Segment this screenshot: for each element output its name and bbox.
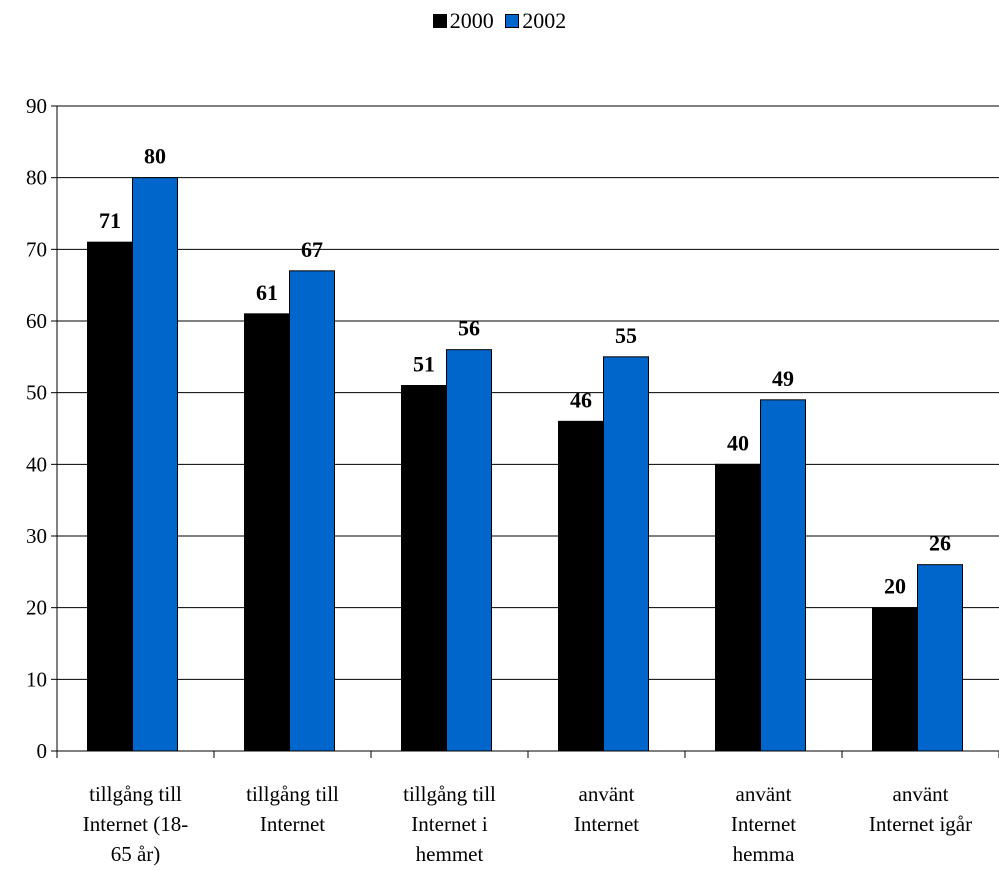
data-label-2002: 67: [301, 237, 323, 262]
x-category-label: använt Internet hemma: [731, 782, 796, 866]
data-label-2002: 55: [615, 323, 637, 348]
y-tick-label: 70: [26, 237, 47, 261]
data-label-2002: 49: [772, 366, 794, 391]
y-tick-label: 30: [26, 524, 47, 548]
legend: 2000 2002: [0, 8, 999, 34]
x-category-label-line: använt: [893, 782, 949, 806]
x-category-label: använt Internet: [574, 782, 639, 836]
bar-2000: [401, 385, 447, 752]
x-category-label-line: 65 år): [111, 842, 161, 866]
data-label-2002: 26: [929, 531, 951, 556]
x-category-label-line: Internet i: [411, 812, 488, 836]
data-label-2000: 61: [256, 280, 278, 305]
x-category-label-line: tillgång till: [89, 782, 182, 806]
bar-2002: [760, 399, 806, 752]
legend-label-2000: 2000: [449, 8, 494, 33]
bar-2002: [132, 177, 178, 752]
bar-2002: [446, 349, 492, 752]
y-tick-label: 0: [37, 739, 48, 763]
bar-2000: [87, 241, 133, 752]
x-category-label-line: Internet (18-: [83, 812, 189, 836]
legend-item-2002: 2002: [505, 8, 566, 34]
legend-item-2000: 2000: [432, 8, 494, 34]
y-tick-label: 80: [26, 166, 47, 190]
legend-swatch-2000: [432, 14, 447, 28]
data-label-2002: 80: [144, 144, 166, 169]
bar-2000: [872, 607, 918, 752]
x-category-label: tillgång till Internet (18- 65 år): [83, 782, 189, 866]
y-tick-label: 10: [26, 667, 47, 691]
x-category-label-line: hemmet: [416, 842, 484, 866]
y-tick-label: 60: [26, 309, 47, 333]
data-label-2000: 46: [570, 387, 592, 412]
x-category-label-line: tillgång till: [403, 782, 496, 806]
data-label-2000: 51: [413, 352, 435, 377]
bar-2002: [289, 270, 335, 752]
bar-2000: [558, 420, 604, 752]
x-category-label-line: tillgång till: [246, 782, 339, 806]
x-category-label-line: Internet igår: [869, 812, 972, 836]
x-category-label: tillgång till Internet: [246, 782, 339, 836]
bar-2000: [715, 463, 761, 752]
bar-2000: [244, 313, 290, 752]
data-label-2000: 71: [99, 208, 121, 233]
data-label-2000: 20: [884, 574, 906, 599]
x-category-label-line: hemma: [733, 842, 795, 866]
y-tick-label: 50: [26, 381, 47, 405]
x-category-label-line: använt: [736, 782, 792, 806]
legend-label-2002: 2002: [522, 8, 567, 33]
x-category-label: tillgång till Internet i hemmet: [403, 782, 496, 866]
x-category-label-line: Internet: [574, 812, 639, 836]
bar-2002: [917, 564, 963, 752]
bar-2002: [603, 356, 649, 752]
y-tick-label: 90: [26, 94, 47, 118]
x-category-label-line: använt: [579, 782, 635, 806]
x-category-label-line: Internet: [260, 812, 325, 836]
data-label-2000: 40: [727, 430, 749, 455]
x-category-label: använt Internet igår: [869, 782, 972, 836]
x-category-label-line: Internet: [731, 812, 796, 836]
data-label-2002: 56: [458, 316, 480, 341]
legend-swatch-2002: [505, 14, 520, 28]
y-tick-label: 40: [26, 452, 47, 476]
y-tick-label: 20: [26, 596, 47, 620]
